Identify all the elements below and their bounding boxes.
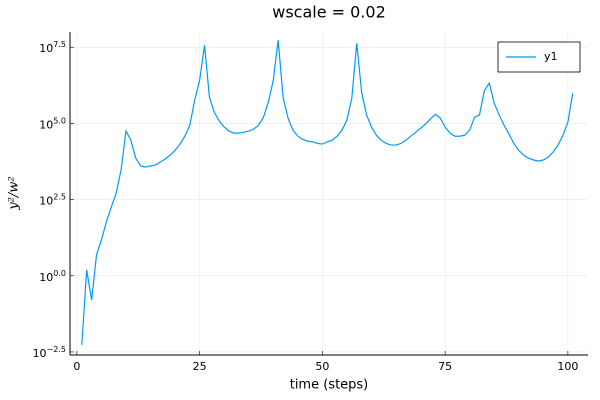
x-tick-label: 50 bbox=[315, 360, 329, 373]
y-tick-label: 105.0 bbox=[39, 116, 66, 132]
y-tick-label: 102.5 bbox=[39, 192, 66, 208]
chart-title: wscale = 0.02 bbox=[272, 3, 386, 22]
y-tick-label: 10−2.5 bbox=[33, 344, 66, 360]
data-line bbox=[81, 40, 574, 345]
x-tick-label: 0 bbox=[73, 360, 80, 373]
x-tick-label: 75 bbox=[438, 360, 452, 373]
legend-label: y1 bbox=[544, 50, 558, 63]
y-axis-label: y²/w² bbox=[7, 176, 22, 210]
y-tick-label: 100.0 bbox=[39, 268, 66, 284]
y-tick-label: 107.5 bbox=[39, 40, 66, 56]
x-axis-label: time (steps) bbox=[290, 378, 369, 393]
x-tick-label: 100 bbox=[557, 360, 578, 373]
x-tick-label: 25 bbox=[193, 360, 207, 373]
